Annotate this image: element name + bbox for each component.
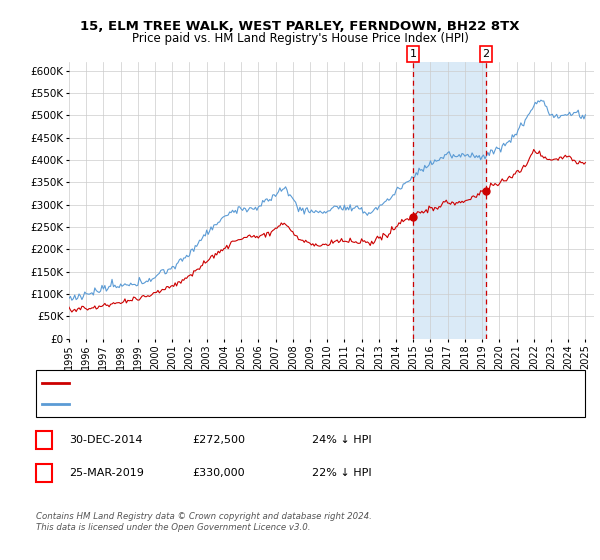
- Text: 1: 1: [410, 49, 416, 59]
- Text: 24% ↓ HPI: 24% ↓ HPI: [312, 435, 371, 445]
- Text: 15, ELM TREE WALK, WEST PARLEY, FERNDOWN, BH22 8TX: 15, ELM TREE WALK, WEST PARLEY, FERNDOWN…: [80, 20, 520, 32]
- Bar: [413, 62, 486, 339]
- Point: [408, 212, 418, 221]
- Text: 30-DEC-2014: 30-DEC-2014: [69, 435, 143, 445]
- Point: [481, 187, 491, 196]
- Text: Price paid vs. HM Land Registry's House Price Index (HPI): Price paid vs. HM Land Registry's House …: [131, 32, 469, 45]
- Text: Contains HM Land Registry data © Crown copyright and database right 2024.
This d: Contains HM Land Registry data © Crown c…: [36, 512, 372, 532]
- Text: 1: 1: [41, 435, 47, 445]
- Text: 22% ↓ HPI: 22% ↓ HPI: [312, 468, 371, 478]
- Text: 2: 2: [41, 468, 48, 478]
- Text: 25-MAR-2019: 25-MAR-2019: [69, 468, 144, 478]
- Text: 2: 2: [482, 49, 490, 59]
- Text: £272,500: £272,500: [192, 435, 245, 445]
- Text: £330,000: £330,000: [192, 468, 245, 478]
- Text: HPI: Average price, detached house, Dorset: HPI: Average price, detached house, Dors…: [73, 399, 290, 409]
- Text: 15, ELM TREE WALK, WEST PARLEY, FERNDOWN, BH22 8TX (detached house): 15, ELM TREE WALK, WEST PARLEY, FERNDOWN…: [73, 378, 459, 388]
